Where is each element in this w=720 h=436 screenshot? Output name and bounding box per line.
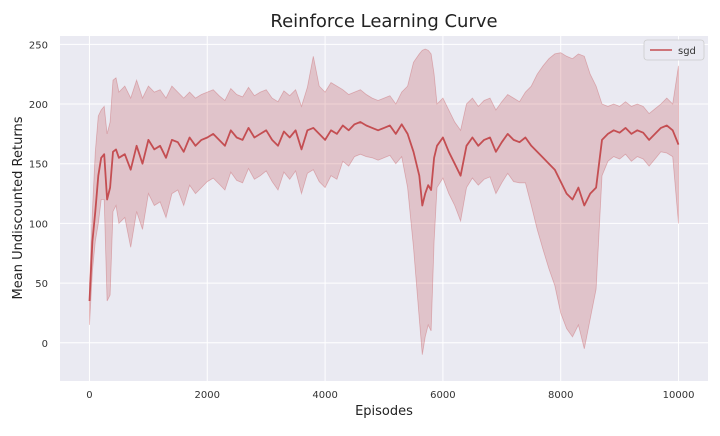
legend-label: sgd xyxy=(678,46,696,57)
x-tick-labels: 0 2000 4000 6000 8000 10000 xyxy=(86,390,694,401)
y-tick-label: 250 xyxy=(29,40,48,51)
chart-title: Reinforce Learning Curve xyxy=(270,11,497,32)
y-tick-label: 0 xyxy=(42,339,48,350)
x-tick-label: 2000 xyxy=(195,390,220,401)
y-axis-title: Mean Undiscounted Returns xyxy=(11,116,26,299)
x-tick-label: 4000 xyxy=(312,390,337,401)
confidence-band xyxy=(89,48,679,355)
y-tick-label: 150 xyxy=(29,160,48,171)
y-tick-label: 100 xyxy=(29,219,48,230)
x-tick-label: 8000 xyxy=(548,390,573,401)
sgd-mean-line xyxy=(88,121,680,302)
grid xyxy=(60,36,708,381)
y-tick-label: 200 xyxy=(29,100,48,111)
legend-box xyxy=(643,39,705,61)
y-tick-labels: 0 50 100 150 200 250 xyxy=(29,40,48,349)
x-axis-title: Episodes xyxy=(355,404,413,419)
plot-background xyxy=(60,36,708,381)
legend: sgd xyxy=(643,39,705,61)
x-tick-label: 6000 xyxy=(430,390,455,401)
confidence-band-group xyxy=(89,48,679,355)
mean-line-group xyxy=(88,121,680,302)
x-tick-label: 10000 xyxy=(663,390,695,401)
y-tick-label: 50 xyxy=(35,279,48,290)
x-tick-label: 0 xyxy=(86,390,92,401)
